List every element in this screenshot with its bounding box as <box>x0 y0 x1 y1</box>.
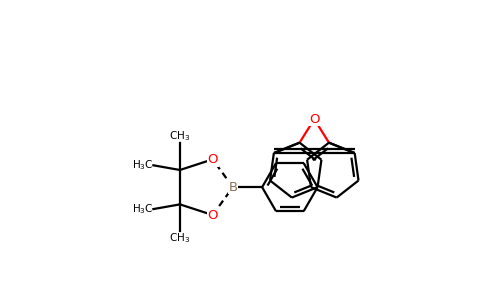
Text: O: O <box>208 153 218 166</box>
Text: CH$_3$: CH$_3$ <box>169 231 191 245</box>
Text: B: B <box>228 181 238 194</box>
Text: O: O <box>208 208 218 221</box>
Text: H$_3$C: H$_3$C <box>132 202 153 216</box>
Text: H$_3$C: H$_3$C <box>132 158 153 172</box>
Text: CH$_3$: CH$_3$ <box>169 129 191 143</box>
Text: O: O <box>309 113 319 126</box>
